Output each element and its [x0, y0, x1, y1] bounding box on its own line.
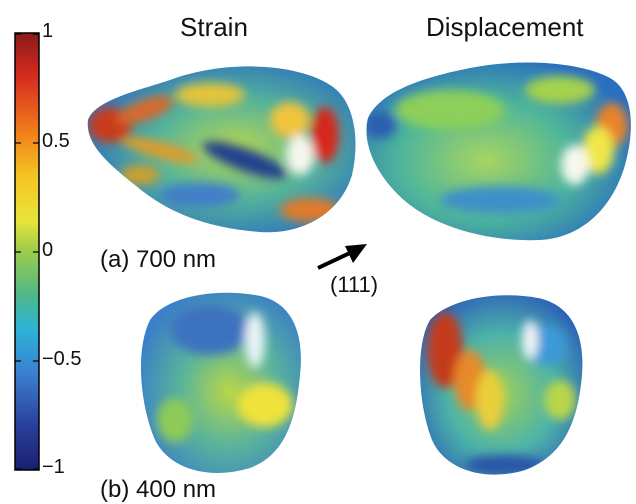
- displacement-700nm-image: [366, 62, 631, 241]
- panel-b-label: (b) 400 nm: [100, 476, 217, 503]
- displacement-400nm-image: [420, 295, 583, 475]
- strain-400nm-image: [140, 292, 301, 473]
- direction-label: (111): [330, 272, 379, 297]
- arrow-icon: [317, 244, 367, 270]
- colorbar-tick-label: −0.5: [42, 348, 82, 370]
- colorbar-tick-label: −1: [42, 456, 65, 478]
- colorbar-tick-label: 0: [42, 239, 54, 261]
- colorbar-tick-label: 1: [42, 20, 54, 42]
- colorbar-ticks: [15, 33, 39, 470]
- panel-a-label: (a) 700 nm: [100, 246, 217, 273]
- strain-700nm-image: [87, 66, 356, 233]
- displacement-column-title: Displacement: [426, 12, 584, 42]
- colorbar-tick-label: 0.5: [42, 130, 70, 152]
- strain-column-title: Strain: [180, 12, 248, 42]
